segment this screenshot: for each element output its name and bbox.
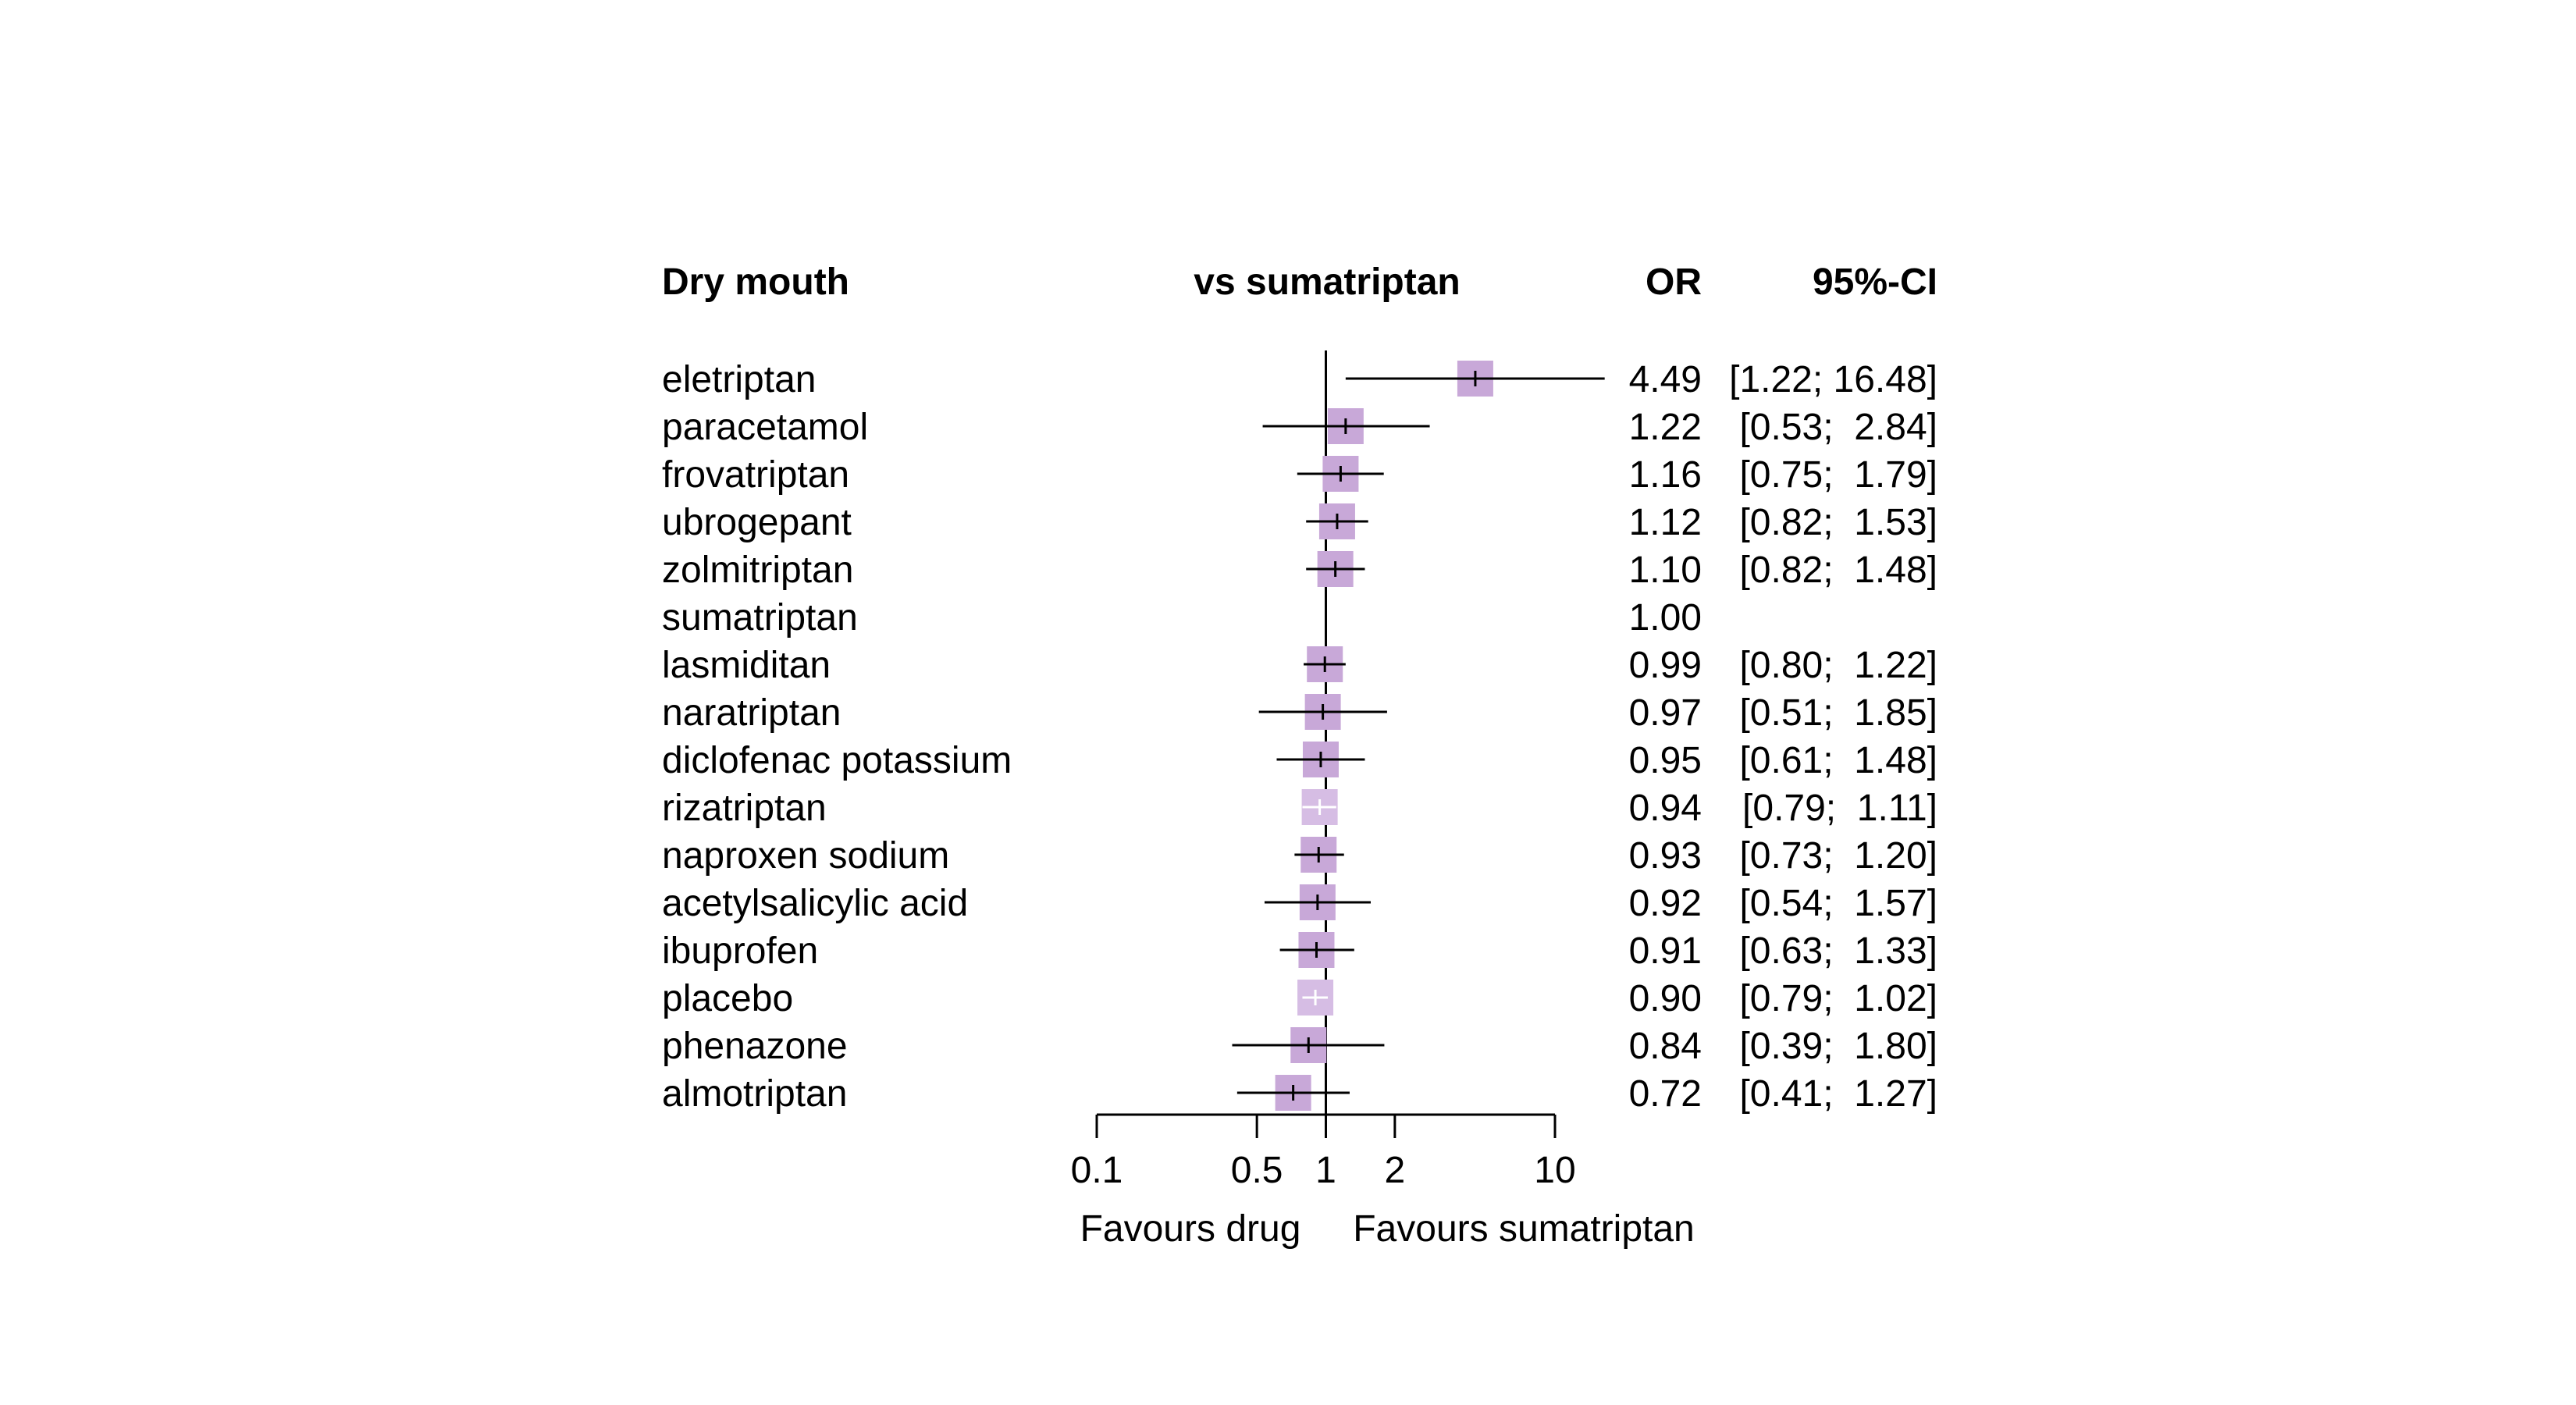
forest-row: frovatriptan 1.16 [0.75; 1.79] — [662, 454, 1937, 496]
treatment-label: ibuprofen — [662, 930, 818, 972]
or-value: 0.91 — [1629, 930, 1702, 972]
x-tick-label: 2 — [1385, 1150, 1406, 1191]
or-value: 1.12 — [1629, 502, 1702, 543]
treatment-label: zolmitriptan — [662, 550, 853, 591]
x-tick-label: 0.5 — [1231, 1150, 1283, 1191]
treatment-label: eletriptan — [662, 359, 816, 400]
ci-value: [0.79; 1.02] — [1739, 978, 1937, 1019]
or-value: 0.93 — [1629, 835, 1702, 877]
x-tick-label: 1 — [1315, 1150, 1336, 1191]
or-value: 0.90 — [1629, 978, 1702, 1019]
forest-row: acetylsalicylic acid 0.92 [0.54; 1.57] — [662, 883, 1937, 924]
forest-row: ibuprofen 0.91 [0.63; 1.33] — [662, 930, 1937, 972]
forest-row: ubrogepant 1.12 [0.82; 1.53] — [662, 502, 1937, 543]
ci-value: [0.75; 1.79] — [1739, 454, 1937, 496]
x-tick-label: 0.1 — [1071, 1150, 1123, 1191]
or-value: 1.16 — [1629, 454, 1702, 496]
treatment-label: diclofenac potassium — [662, 740, 1012, 781]
or-value: 0.94 — [1629, 788, 1702, 829]
treatment-label: naproxen sodium — [662, 835, 949, 877]
forest-row: phenazone 0.84 [0.39; 1.80] — [662, 1026, 1937, 1067]
forest-row: placebo 0.90 [0.79; 1.02] — [662, 978, 1937, 1019]
or-value: 0.72 — [1629, 1073, 1702, 1115]
ci-value: [0.82; 1.48] — [1739, 550, 1937, 591]
ci-value: [0.79; 1.11] — [1742, 788, 1937, 829]
forest-row: almotriptan 0.72 [0.41; 1.27] — [662, 1073, 1937, 1115]
treatment-label: naratriptan — [662, 692, 841, 734]
ci-value: [0.53; 2.84] — [1739, 407, 1937, 448]
forest-row: rizatriptan 0.94 [0.79; 1.11] — [662, 788, 1937, 829]
ci-value: [0.63; 1.33] — [1739, 930, 1937, 972]
forest-row: sumatriptan 1.00 — [662, 597, 1702, 638]
treatment-label: lasmiditan — [662, 645, 831, 686]
treatment-label: almotriptan — [662, 1073, 847, 1115]
treatment-label: frovatriptan — [662, 454, 849, 496]
left-favours-label: Favours drug — [1080, 1208, 1301, 1250]
or-value: 0.84 — [1629, 1026, 1702, 1067]
treatment-label: phenazone — [662, 1026, 848, 1067]
or-value: 0.97 — [1629, 692, 1702, 734]
x-tick-label: 10 — [1534, 1150, 1575, 1191]
or-value: 1.10 — [1629, 550, 1702, 591]
or-value: 0.92 — [1629, 883, 1702, 924]
or-value: 1.22 — [1629, 407, 1702, 448]
ci-value: [0.51; 1.85] — [1739, 692, 1937, 734]
or-value: 0.95 — [1629, 740, 1702, 781]
comparison-header: vs sumatriptan — [1194, 261, 1460, 303]
forest-row: zolmitriptan 1.10 [0.82; 1.48] — [662, 550, 1937, 591]
ci-value: [0.73; 1.20] — [1739, 835, 1937, 877]
treatment-label: paracetamol — [662, 407, 868, 448]
ci-value: [0.54; 1.57] — [1739, 883, 1937, 924]
ci-header: 95%-CI — [1813, 261, 1937, 303]
treatment-label: ubrogepant — [662, 502, 852, 543]
treatment-label: sumatriptan — [662, 597, 858, 638]
ci-value: [1.22; 16.48] — [1729, 359, 1937, 400]
right-favours-label: Favours sumatriptan — [1353, 1208, 1695, 1250]
forest-row: naproxen sodium 0.93 [0.73; 1.20] — [662, 835, 1937, 877]
or-header: OR — [1646, 261, 1702, 303]
ci-value: [0.41; 1.27] — [1739, 1073, 1937, 1115]
or-value: 4.49 — [1629, 359, 1702, 400]
forest-row: naratriptan 0.97 [0.51; 1.85] — [662, 692, 1937, 734]
forest-row: paracetamol 1.22 [0.53; 2.84] — [662, 407, 1937, 448]
forest-row: lasmiditan 0.99 [0.80; 1.22] — [662, 645, 1937, 686]
or-value: 0.99 — [1629, 645, 1702, 686]
forest-row: eletriptan 4.49 [1.22; 16.48] — [662, 359, 1937, 400]
chart-title: Dry mouth — [662, 261, 849, 303]
ci-value: [0.82; 1.53] — [1739, 502, 1937, 543]
ci-value: [0.80; 1.22] — [1739, 645, 1937, 686]
forest-row: diclofenac potassium 0.95 [0.61; 1.48] — [662, 740, 1937, 781]
ci-value: [0.61; 1.48] — [1739, 740, 1937, 781]
treatment-label: placebo — [662, 978, 793, 1019]
or-value: 1.00 — [1629, 597, 1702, 638]
treatment-label: acetylsalicylic acid — [662, 883, 968, 924]
treatment-label: rizatriptan — [662, 788, 827, 829]
ci-value: [0.39; 1.80] — [1739, 1026, 1937, 1067]
